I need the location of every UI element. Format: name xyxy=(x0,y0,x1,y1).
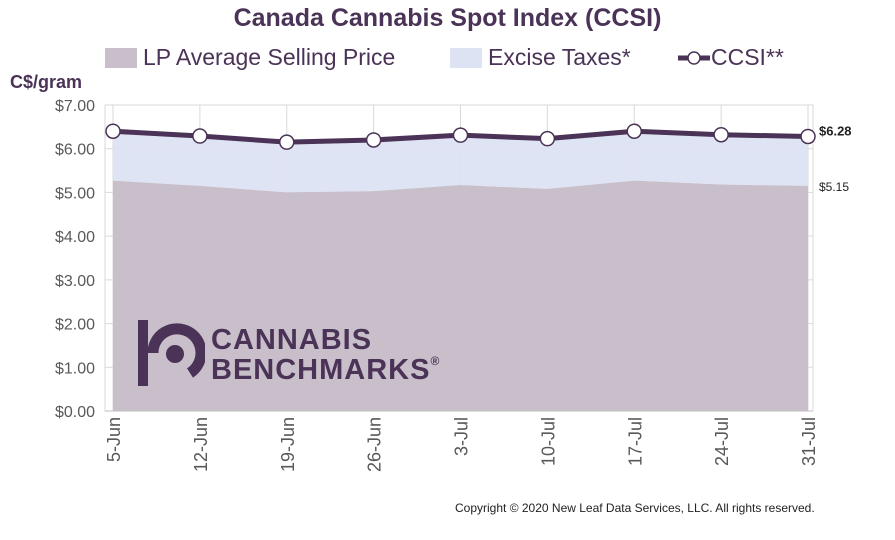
x-tick-label: 24-Jul xyxy=(712,417,732,466)
annotation-asp-last: $5.15 xyxy=(819,180,849,194)
legend-item-excise: Excise Taxes* xyxy=(450,44,631,71)
legend-swatch-excise xyxy=(450,47,482,68)
y-tick-label: $5.00 xyxy=(55,185,95,202)
legend-item-lp-asp: LP Average Selling Price xyxy=(105,44,395,71)
ccsi-point xyxy=(626,123,642,139)
x-tick-label: 17-Jul xyxy=(625,417,645,466)
y-tick-label: $7.00 xyxy=(55,98,95,115)
lp-asp-area xyxy=(113,180,808,411)
x-tick-label: 12-Jun xyxy=(191,417,211,472)
ccsi-point xyxy=(539,130,556,147)
ccsi-point xyxy=(105,123,121,139)
x-tick-label: 19-Jun xyxy=(278,417,298,472)
legend-swatch-ccsi xyxy=(678,50,710,65)
watermark-line1: CANNABIS xyxy=(211,324,373,356)
x-tick-label: 31-Jul xyxy=(799,417,819,466)
legend-item-ccsi: CCSI** xyxy=(677,44,784,71)
x-tick-label: 3-Jul xyxy=(452,417,472,456)
ccsi-point xyxy=(192,128,208,144)
ccsi-point xyxy=(279,134,295,150)
legend-label-excise: Excise Taxes* xyxy=(488,44,631,70)
legend-swatch-lp-asp xyxy=(105,47,137,68)
ccsi-point xyxy=(452,127,469,143)
x-tick-label: 26-Jun xyxy=(365,417,385,472)
chart-title: Canada Cannabis Spot Index (CCSI) xyxy=(233,4,662,32)
cannabis-benchmarks-logo-icon xyxy=(138,320,205,386)
watermark-logo: CANNABIS BENCHMARKS® xyxy=(135,318,439,388)
y-tick-label: $1.00 xyxy=(55,360,95,377)
watermark-registered-mark: ® xyxy=(430,354,441,368)
x-tick-label: 10-Jul xyxy=(538,417,558,466)
watermark-line2-text: BENCHMARKS xyxy=(211,354,431,386)
y-tick-label: $6.00 xyxy=(55,142,95,159)
ccsi-point xyxy=(365,132,382,148)
watermark-line2: BENCHMARKS® xyxy=(211,354,440,387)
x-tick-label: 5-Jun xyxy=(104,417,124,462)
legend-label-ccsi: CCSI** xyxy=(711,44,784,70)
y-tick-label: $2.00 xyxy=(55,317,95,334)
ccsi-point xyxy=(713,126,729,143)
y-axis-label: C$/gram xyxy=(10,72,83,92)
copyright: Copyright © 2020 New Leaf Data Services,… xyxy=(455,501,815,515)
annotation-ccsi-last: $6.28 xyxy=(819,123,852,138)
legend-label-lp-asp: LP Average Selling Price xyxy=(143,44,396,70)
y-tick-label: $0.00 xyxy=(55,404,95,421)
ccsi-point xyxy=(800,128,816,145)
legend: LP Average Selling Price Excise Taxes* C… xyxy=(105,44,885,74)
y-tick-label: $3.00 xyxy=(55,273,95,290)
y-tick-label: $4.00 xyxy=(55,229,95,246)
